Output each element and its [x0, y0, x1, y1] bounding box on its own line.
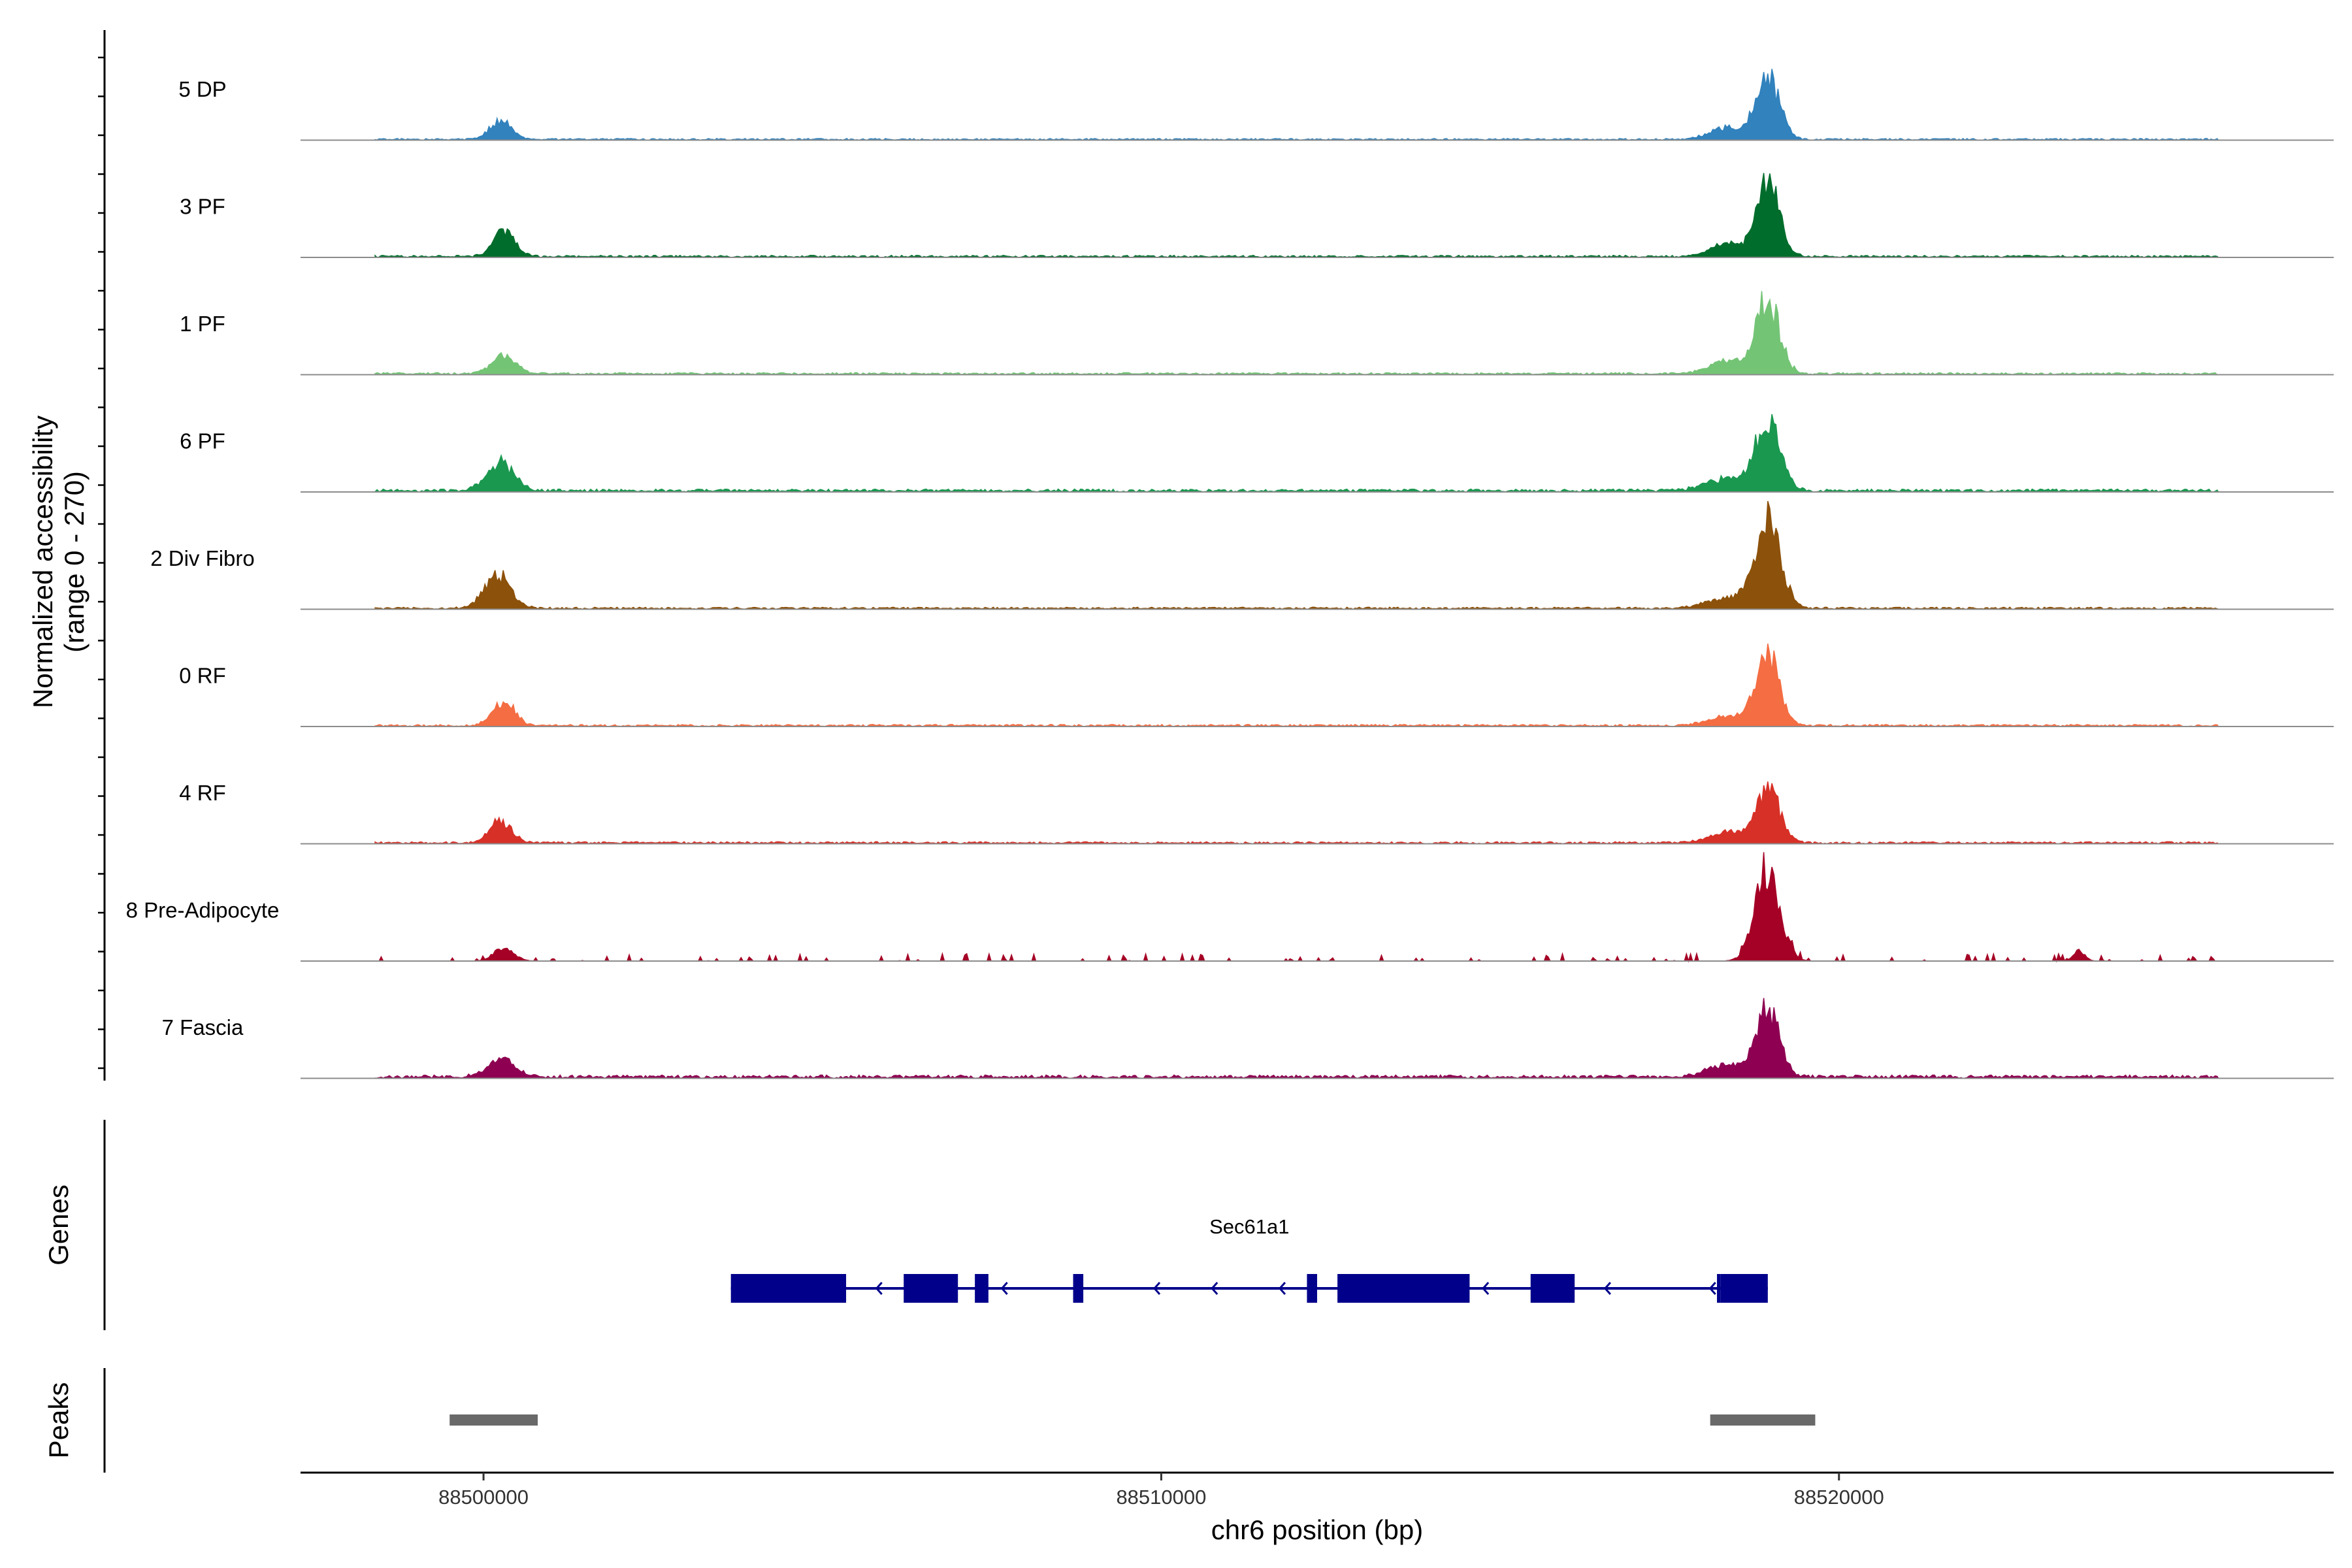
strand-arrow: [1482, 1282, 1490, 1295]
coverage-area: [374, 500, 2219, 610]
track-2-div-fibro: 2 Div Fibro: [150, 500, 2334, 610]
track-label: 8 Pre-Adipocyte: [126, 898, 280, 923]
genes-panel-label: Genes: [43, 1184, 74, 1266]
exon: [1717, 1274, 1721, 1303]
x-tick-label: 88500000: [438, 1486, 529, 1509]
coverage-area: [374, 644, 2220, 727]
strand-arrow: [1153, 1282, 1161, 1295]
coverage-area: [374, 291, 2219, 376]
y-axis-title-line2: (range 0 - 270): [59, 471, 90, 653]
track-0-rf: 0 RF: [179, 644, 2334, 727]
strand-arrow: [1708, 1282, 1716, 1295]
coverage-y-axis: [98, 30, 106, 1081]
track-8-pre-adipocyte: 8 Pre-Adipocyte: [126, 852, 2334, 963]
exon: [730, 1274, 847, 1303]
peak-region-bar: [1710, 1414, 1816, 1426]
track-label: 1 PF: [180, 312, 225, 336]
coverage-area: [375, 852, 2219, 963]
track-label: 0 RF: [179, 664, 226, 688]
peak-regions: [449, 1414, 1816, 1426]
exon: [1307, 1274, 1317, 1303]
track-label: 3 PF: [180, 195, 225, 219]
strand-arrow: [1211, 1282, 1218, 1295]
track-7-fascia: 7 Fascia: [162, 998, 2334, 1079]
x-tick-label: 88510000: [1116, 1486, 1206, 1509]
track-label: 7 Fascia: [162, 1015, 244, 1039]
exon: [1337, 1274, 1470, 1303]
track-1-pf: 1 PF: [180, 291, 2334, 376]
x-axis-ticks: 88500000 88510000 88520000: [438, 1473, 1884, 1509]
strand-arrow: [1278, 1282, 1286, 1295]
coverage-area: [374, 781, 2221, 845]
track-label: 6 PF: [180, 429, 225, 453]
strand-arrow: [1603, 1282, 1611, 1295]
coverage-area: [374, 414, 2220, 493]
coverage-tracks: 5 DP 3 PF 1 PF 6 PF 2 Div Fibro 0 RF 4 RF 8 Pre…: [126, 69, 2334, 1079]
strand-arrow: [875, 1282, 883, 1295]
coverage-area: [374, 69, 2220, 141]
coverage-area: [374, 172, 2221, 258]
track-4-rf: 4 RF: [179, 781, 2334, 845]
gene-name-label: Sec61a1: [1209, 1215, 1289, 1238]
exon: [1073, 1274, 1084, 1303]
x-axis-title: chr6 position (bp): [1211, 1514, 1424, 1545]
peaks-panel-label: Peaks: [43, 1382, 74, 1459]
y-axis-title-line1: Normalized accessibility: [27, 416, 58, 708]
track-label: 4 RF: [179, 781, 226, 805]
exon: [975, 1274, 988, 1303]
track-5-dp: 5 DP: [178, 69, 2334, 141]
track-label: 2 Div Fibro: [150, 546, 255, 570]
track-6-pf: 6 PF: [180, 414, 2334, 493]
track-3-pf: 3 PF: [180, 172, 2334, 258]
coverage-area: [374, 998, 2220, 1079]
gene-model: [730, 1274, 1768, 1303]
track-label: 5 DP: [178, 77, 226, 101]
peak-region-bar: [449, 1414, 538, 1426]
exon: [1720, 1274, 1768, 1303]
exon: [904, 1274, 958, 1303]
strand-arrow: [1000, 1282, 1008, 1295]
x-tick-label: 88520000: [1794, 1486, 1884, 1509]
exon: [1530, 1274, 1575, 1303]
